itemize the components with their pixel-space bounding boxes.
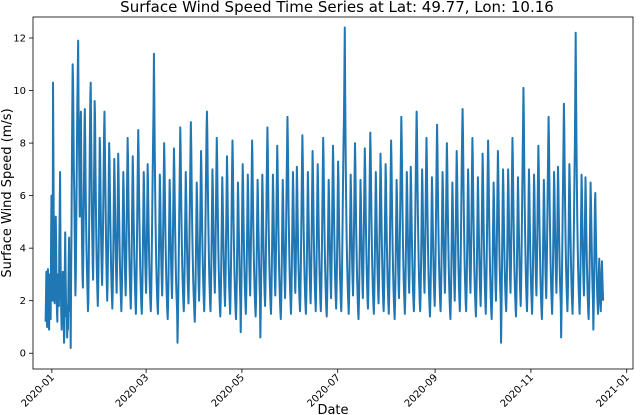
- y-axis-label: Surface Wind Speed (m/s): [0, 108, 15, 277]
- x-tick-label: 2020-01: [20, 372, 57, 409]
- y-tick-label: 2: [20, 296, 26, 307]
- y-tick-label: 8: [20, 139, 26, 150]
- y-tick-label: 4: [20, 244, 26, 255]
- y-axis: 0 2 4 6 8 10 12: [13, 34, 33, 360]
- series-line: [44, 26, 605, 349]
- x-axis-label: Date: [317, 403, 348, 415]
- y-tick-label: 10: [13, 86, 26, 97]
- y-tick-label: 6: [20, 191, 26, 202]
- x-tick-label: 2021-01: [595, 372, 632, 409]
- x-tick-label: 2020-09: [403, 372, 440, 409]
- x-tick-label: 2020-05: [210, 372, 247, 409]
- x-tick-label: 2020-11: [499, 372, 536, 409]
- x-tick-label: 2020-03: [114, 372, 151, 409]
- series-layer: [44, 26, 605, 349]
- plot-area: [32, 16, 634, 370]
- axes-frame: [32, 16, 634, 370]
- y-tick-label: 12: [13, 34, 26, 45]
- y-tick-label: 0: [20, 349, 26, 360]
- chart-title: Surface Wind Speed Time Series at Lat: 4…: [120, 0, 554, 16]
